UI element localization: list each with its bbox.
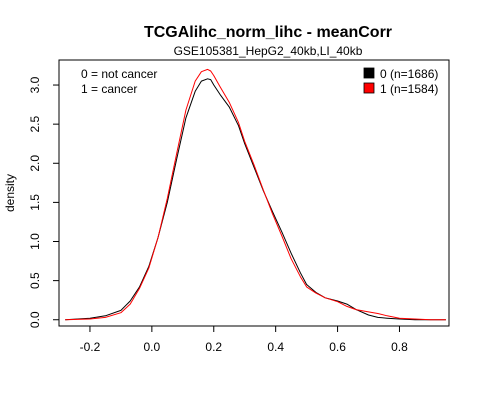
chart-subtitle: GSE105381_HepG2_40kb,LI_40kb — [174, 44, 363, 58]
y-tick-label: 3.0 — [28, 76, 42, 93]
x-tick-label: 0.2 — [205, 340, 222, 354]
legend-label-1: 1 (n=1584) — [380, 82, 438, 96]
y-tick-label: 0.5 — [28, 272, 42, 289]
legend-swatch-1 — [363, 82, 375, 94]
series-line-0 — [65, 78, 446, 321]
legend: 0 (n=1686) 1 (n=1584) — [363, 67, 438, 96]
plot-frame — [58, 59, 450, 327]
x-tick-label: 0.4 — [267, 340, 284, 354]
y-axis-label: density — [3, 174, 17, 212]
y-axis: 0.0 0.5 1.0 1.5 2.0 2.5 3.0 — [28, 76, 60, 328]
y-tick-label: 2.5 — [28, 115, 42, 132]
x-axis: -0.2 0.0 0.2 0.4 0.6 0.8 — [80, 325, 408, 354]
series-layer — [65, 68, 446, 321]
y-tick-label: 0.0 — [28, 311, 42, 328]
x-tick-label: 0.0 — [144, 340, 161, 354]
y-tick-label: 2.0 — [28, 155, 42, 172]
x-tick-label: 0.6 — [329, 340, 346, 354]
legend-swatch-0 — [363, 67, 375, 79]
x-tick-label: 0.8 — [391, 340, 408, 354]
series-line-1 — [65, 68, 446, 321]
note-cancer: 1 = cancer — [81, 82, 137, 96]
note-not-cancer: 0 = not cancer — [81, 67, 157, 81]
chart-title: TCGAlihc_norm_lihc - meanCorr — [144, 24, 392, 41]
legend-label-0: 0 (n=1686) — [380, 67, 438, 81]
y-tick-label: 1.5 — [28, 194, 42, 211]
y-tick-label: 1.0 — [28, 233, 42, 250]
x-tick-label: -0.2 — [80, 340, 101, 354]
